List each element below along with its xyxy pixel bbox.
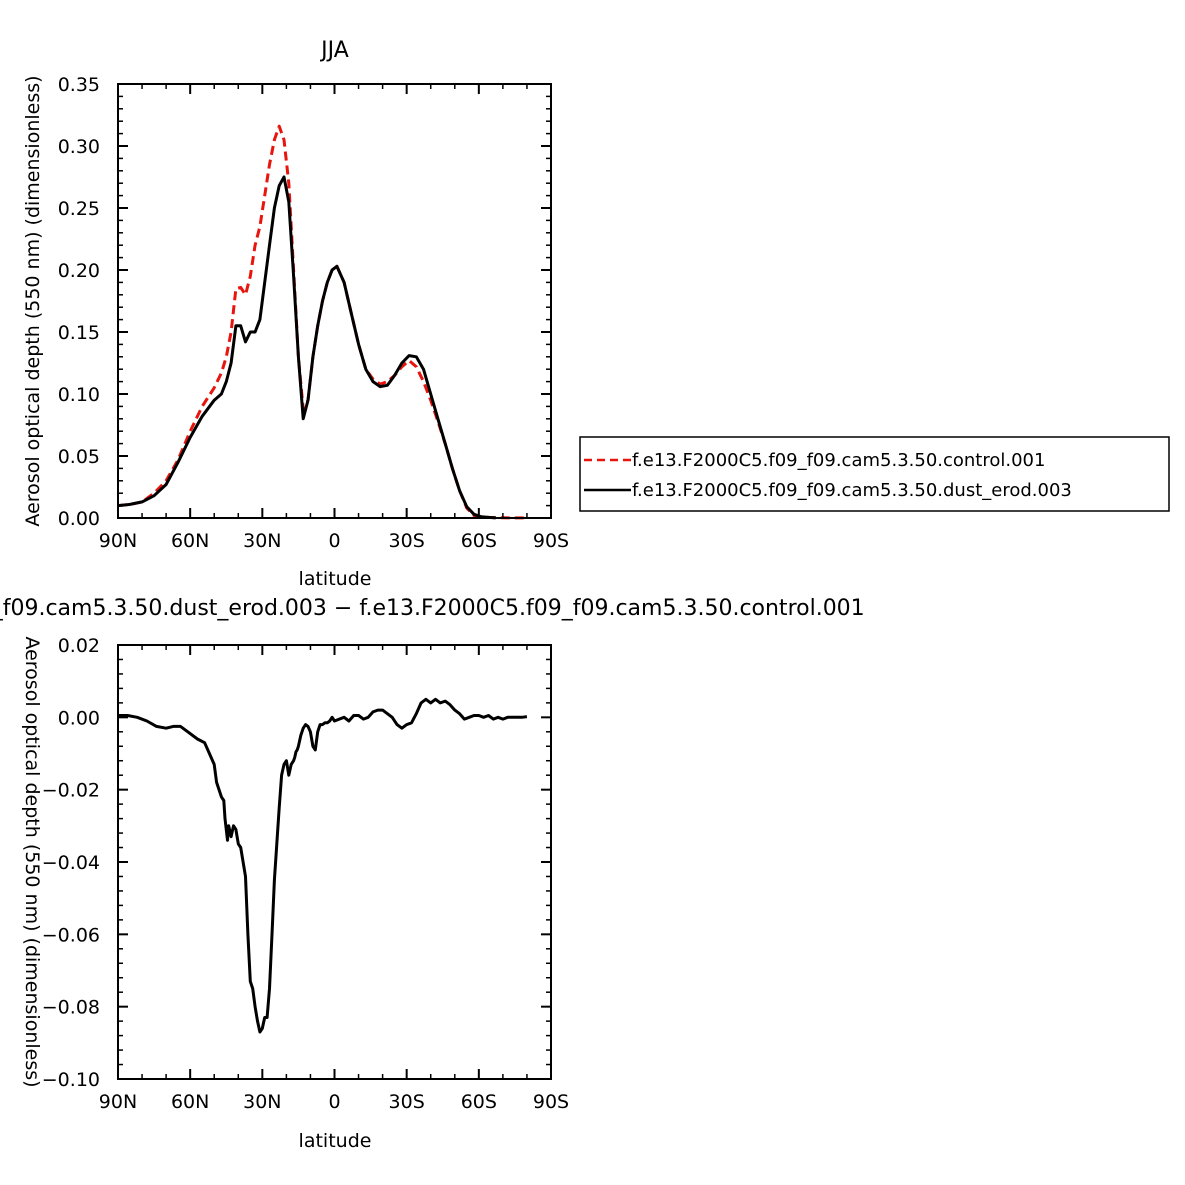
top-panel-ylabel: Aerosol optical depth (550 nm) (dimensio… (22, 75, 44, 526)
legend-label-control: f.e13.F2000C5.f09_f09.cam5.3.50.control.… (632, 450, 1045, 471)
top-xtick-label: 60N (171, 530, 209, 552)
bottom-panel: f.e13.F2000C5.f09_f09.cam5.3.50.dust_ero… (0, 596, 865, 1152)
bottom-panel-frame (117, 644, 552, 1080)
top-ytick-label: 0.10 (58, 384, 100, 406)
top-xtick-label: 90S (533, 530, 569, 552)
bottom-xtick-label: 90S (533, 1091, 569, 1113)
top-xtick-label: 60S (461, 530, 497, 552)
top-panel-xlabel: latitude (299, 568, 372, 590)
top-ytick-label: 0.20 (58, 260, 100, 282)
bottom-xtick-label: 60S (461, 1091, 497, 1113)
bottom-ytick-label: −0.06 (42, 924, 100, 946)
bottom-xtick-label: 30N (243, 1091, 281, 1113)
top-ytick-label: 0.00 (58, 508, 100, 530)
top-xtick-label: 30S (389, 530, 425, 552)
bottom-series-line-0 (118, 697, 528, 1034)
bottom-xtick-label: 0 (328, 1091, 340, 1113)
legend-label-dust-erod: f.e13.F2000C5.f09_f09.cam5.3.50.dust_ero… (632, 480, 1072, 501)
top-panel-lines (117, 124, 527, 520)
top-xtick-label: 0 (328, 530, 340, 552)
top-panel: JJA 90N 60N 30N 0 30S 60S 90S 0.00 0.05 0.10 0.15 0… (22, 38, 1170, 590)
top-ytick-label: 0.30 (58, 136, 100, 158)
bottom-ytick-label: −0.08 (42, 997, 100, 1019)
top-xtick-label: 90N (99, 530, 137, 552)
bottom-xtick-label: 60N (171, 1091, 209, 1113)
bottom-ytick-label: −0.10 (42, 1069, 100, 1091)
bottom-panel-title: f.e13.F2000C5.f09_f09.cam5.3.50.dust_ero… (0, 596, 865, 621)
top-panel-title: JJA (319, 38, 349, 63)
top-xtick-label: 30N (243, 530, 281, 552)
bottom-xtick-label: 30S (389, 1091, 425, 1113)
top-ytick-label: 0.05 (58, 446, 100, 468)
top-panel-frame (117, 83, 552, 519)
bottom-ytick-label: 0.02 (58, 635, 100, 657)
legend-box (579, 436, 1170, 512)
top-ytick-label: 0.35 (58, 74, 100, 96)
legend: f.e13.F2000C5.f09_f09.cam5.3.50.control.… (579, 436, 1170, 512)
bottom-panel-xlabel: latitude (299, 1130, 372, 1152)
top-series-line-1 (117, 175, 496, 520)
top-ytick-label: 0.15 (58, 322, 100, 344)
bottom-ytick-label: 0.00 (58, 707, 100, 729)
bottom-ytick-label: −0.04 (42, 852, 100, 874)
bottom-ytick-label: −0.02 (42, 780, 100, 802)
bottom-panel-ylabel: Aerosol optical depth (550 nm) (dimensio… (21, 636, 43, 1087)
bottom-panel-lines (118, 697, 528, 1034)
top-ytick-label: 0.25 (58, 198, 100, 220)
bottom-xtick-label: 90N (99, 1091, 137, 1113)
